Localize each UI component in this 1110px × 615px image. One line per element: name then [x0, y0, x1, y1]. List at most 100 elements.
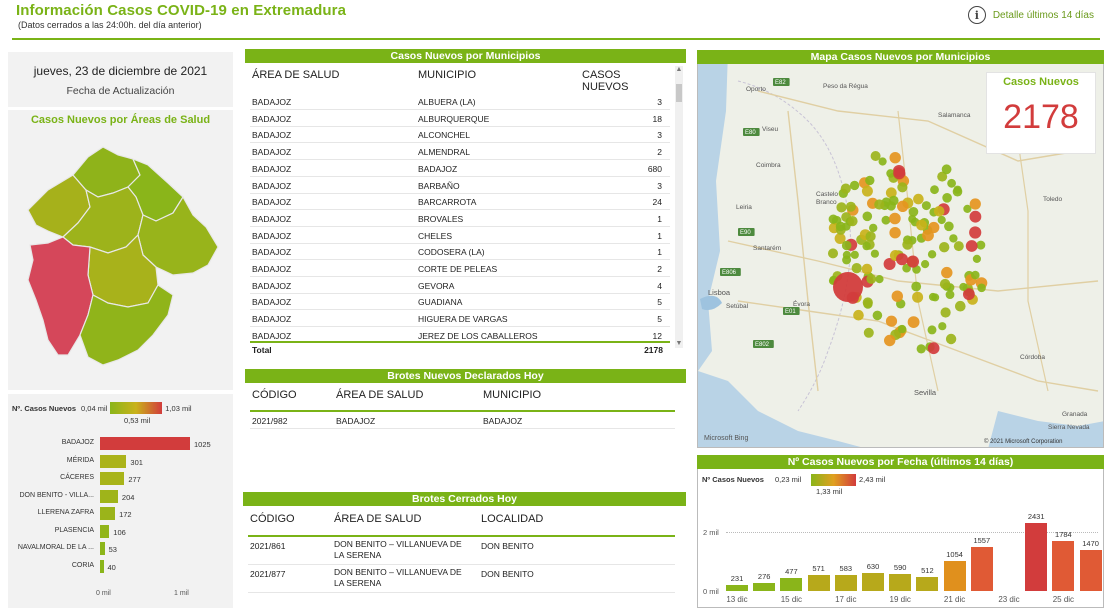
table-row[interactable]: BADAJOZ GUADIANA 5: [250, 293, 670, 311]
table-row[interactable]: BADAJOZ GEVORA 4: [250, 277, 670, 294]
municipio-bubble[interactable]: [841, 240, 852, 251]
municipio-bubble[interactable]: [977, 283, 986, 293]
area-bar[interactable]: [100, 489, 118, 503]
table-row[interactable]: BADAJOZ BARBAÑO 3: [250, 177, 670, 194]
municipio-bubble[interactable]: [942, 193, 952, 203]
municipio-bubble[interactable]: [965, 240, 978, 252]
date-bar[interactable]: [943, 561, 966, 591]
municipio-bubble[interactable]: [921, 201, 931, 211]
municipio-bubble[interactable]: [922, 229, 934, 242]
table-row[interactable]: BADAJOZ CHELES 1: [250, 227, 670, 244]
area-llerena-zafra[interactable]: [79, 284, 174, 366]
municipio-bubble[interactable]: [908, 207, 919, 217]
area-bar[interactable]: [100, 524, 110, 538]
date-bar[interactable]: [970, 547, 993, 591]
municipio-bubble[interactable]: [928, 292, 937, 301]
date-bar[interactable]: [807, 575, 830, 591]
date-bar[interactable]: [780, 577, 803, 591]
date-bar[interactable]: [916, 576, 939, 591]
municipio-bubble[interactable]: [834, 233, 846, 244]
bn-col-area[interactable]: ÁREA DE SALUD: [336, 389, 424, 401]
municipio-bubble[interactable]: [850, 250, 859, 259]
area-bar[interactable]: [100, 437, 190, 450]
bc-col-codigo[interactable]: CÓDIGO: [250, 513, 295, 525]
municipio-bubble[interactable]: [862, 241, 871, 251]
bc-col-localidad[interactable]: LOCALIDAD: [481, 513, 544, 525]
municipio-bubble[interactable]: [908, 215, 917, 223]
municipio-bubble[interactable]: [976, 240, 986, 250]
date-bar[interactable]: [834, 574, 857, 591]
table-row[interactable]: BADAJOZ JEREZ DE LOS CABALLEROS 12: [250, 327, 670, 342]
municipio-bubble[interactable]: [861, 185, 873, 197]
bc-col-area[interactable]: ÁREA DE SALUD: [334, 513, 422, 525]
municipio-bubble[interactable]: [941, 164, 952, 175]
municipio-bubble[interactable]: [853, 309, 864, 321]
municipio-bubble[interactable]: [849, 180, 860, 191]
table-row[interactable]: 2021/861 DON BENITO – VILLANUEVA DE LA SER…: [248, 537, 675, 565]
municipio-bubble[interactable]: [870, 151, 881, 161]
municipio-bubble[interactable]: [969, 210, 982, 223]
municipio-bubble[interactable]: [884, 334, 896, 347]
table-row[interactable]: BADAJOZ CODOSERA (LA) 1: [250, 243, 670, 261]
municipio-bubble[interactable]: [969, 226, 982, 239]
municipio-bubble[interactable]: [953, 241, 964, 252]
municipio-bubble[interactable]: [845, 201, 856, 212]
municipio-bubble[interactable]: [842, 250, 851, 260]
municipio-bubble[interactable]: [959, 282, 968, 291]
table-row[interactable]: BADAJOZ HIGUERA DE VARGAS 5: [250, 310, 670, 328]
area-bar[interactable]: [100, 559, 104, 573]
municipio-bubble[interactable]: [927, 325, 937, 335]
municipio-bubble[interactable]: [896, 253, 908, 266]
municipio-bubble[interactable]: [865, 231, 876, 242]
municipio-bubble[interactable]: [963, 204, 972, 213]
municipio-bubble[interactable]: [913, 193, 924, 205]
municipio-bubble[interactable]: [963, 288, 975, 301]
municipio-bubble[interactable]: [883, 258, 896, 270]
municipio-bubble[interactable]: [847, 216, 858, 227]
municipio-bubble[interactable]: [916, 219, 927, 231]
table-row[interactable]: BADAJOZ BROVALES 1: [250, 210, 670, 227]
scroll-thumb[interactable]: [676, 84, 682, 102]
municipio-bubble[interactable]: [945, 290, 955, 299]
table-row[interactable]: BADAJOZ ALCONCHEL 3: [250, 126, 670, 144]
municipio-bubble[interactable]: [878, 157, 887, 166]
municipio-bubble[interactable]: [971, 270, 980, 280]
municipio-bubble[interactable]: [911, 281, 922, 292]
municipio-bubble[interactable]: [933, 206, 945, 217]
municipio-bubble[interactable]: [897, 182, 908, 193]
municipios-scrollbar[interactable]: ▲ ▼: [675, 66, 683, 348]
scroll-up-icon[interactable]: ▲: [675, 66, 683, 73]
municipio-bubble[interactable]: [875, 275, 884, 284]
col-municipio[interactable]: MUNICIPIO: [418, 69, 477, 81]
date-bar[interactable]: [726, 584, 748, 591]
table-row[interactable]: BADAJOZ ALBURQUERQUE 18: [250, 110, 670, 127]
municipio-bubble[interactable]: [889, 152, 901, 164]
municipio-bubble[interactable]: [874, 199, 885, 210]
table-row[interactable]: BADAJOZ BARCARROTA 24: [250, 193, 670, 211]
municipio-bubble[interactable]: [828, 214, 838, 224]
area-bar[interactable]: [100, 454, 127, 468]
municipio-bubble[interactable]: [891, 290, 903, 302]
municipio-bubble[interactable]: [927, 250, 937, 259]
municipio-bubble[interactable]: [862, 211, 873, 222]
municipio-bubble[interactable]: [949, 234, 958, 243]
table-row[interactable]: BADAJOZ ALMENDRAL 2: [250, 143, 670, 161]
municipio-bubble[interactable]: [947, 178, 956, 188]
municipio-bubble[interactable]: [886, 169, 895, 178]
municipio-bubble[interactable]: [897, 200, 909, 212]
date-bar[interactable]: [1079, 549, 1102, 591]
municipio-bubble[interactable]: [952, 186, 963, 197]
municipio-bubble[interactable]: [870, 249, 879, 258]
bn-col-codigo[interactable]: CÓDIGO: [252, 389, 297, 401]
municipio-bubble[interactable]: [872, 310, 883, 321]
municipio-bubble[interactable]: [907, 316, 920, 328]
municipio-bubble[interactable]: [840, 183, 851, 194]
area-bar[interactable]: [100, 542, 105, 555]
municipio-bubble[interactable]: [969, 198, 981, 210]
table-row[interactable]: 2021/877 DON BENITO – VILLANUEVA DE LA SER…: [248, 565, 675, 593]
municipio-bubble[interactable]: [886, 201, 896, 211]
area-bar[interactable]: [100, 507, 116, 520]
municipio-bubble[interactable]: [945, 333, 957, 345]
municipio-bubble[interactable]: [939, 242, 950, 253]
municipio-bubble[interactable]: [828, 248, 838, 259]
